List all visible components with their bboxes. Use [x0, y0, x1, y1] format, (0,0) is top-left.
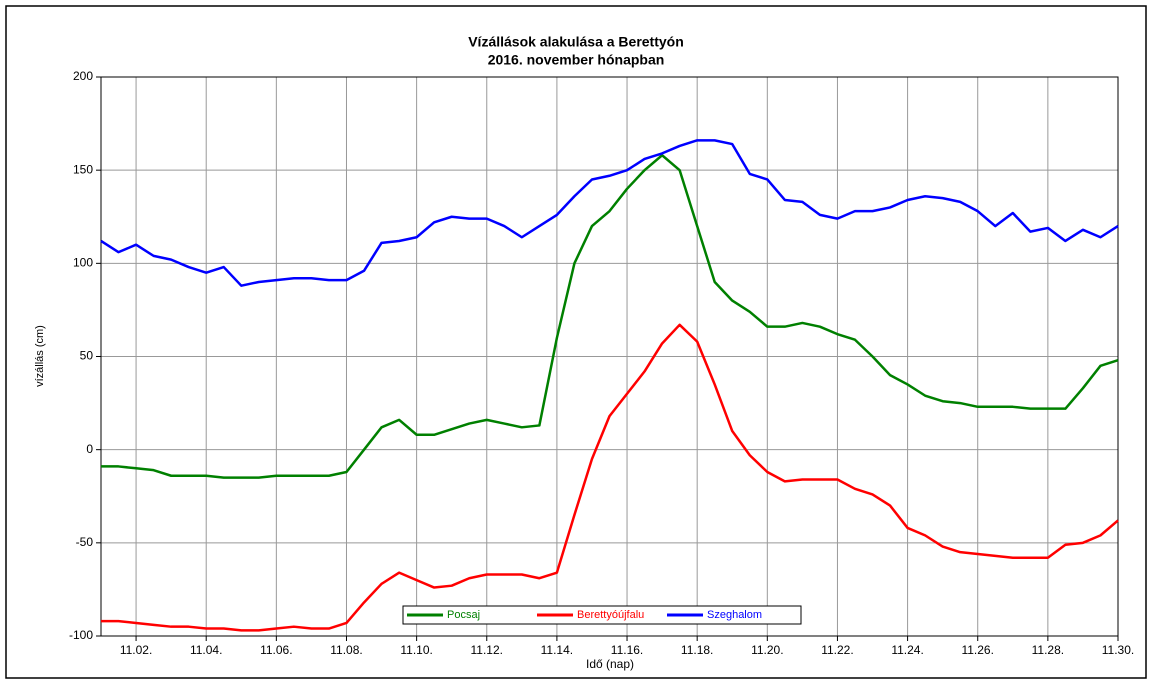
x-tick-label: 11.12. — [471, 643, 503, 657]
x-tick-label: 11.24. — [891, 643, 923, 657]
line-series — [101, 154, 1119, 479]
y-axis-label: vízállás (cm) — [34, 325, 46, 387]
x-tick-label: 11.02. — [120, 643, 152, 657]
x-tick-label: 11.14. — [541, 643, 573, 657]
legend-box — [402, 605, 802, 625]
x-tick-label: 11.26. — [961, 643, 993, 657]
chart-subtitle: 2016. november hónapban — [488, 52, 665, 68]
x-tick-label: 11.30. — [1102, 643, 1134, 657]
x-tick-label: 11.08. — [330, 643, 362, 657]
line-series — [101, 323, 1119, 632]
line-series — [100, 139, 1119, 287]
y-tick-label: -100 — [69, 628, 93, 642]
y-tick-label: 200 — [73, 69, 93, 83]
legend-label: Berettyóújfalu — [577, 609, 644, 621]
x-axis-label: Idő (nap) — [586, 657, 634, 671]
x-tick-label: 11.06. — [260, 643, 292, 657]
plot-frame — [100, 76, 1119, 637]
x-tick-label: 11.10. — [400, 643, 432, 657]
chart-title: Vízállások alakulása a Berettyón — [468, 34, 684, 50]
x-tick-label: 11.18. — [681, 643, 713, 657]
y-tick-label: 150 — [73, 162, 93, 176]
y-tick-label: -50 — [76, 535, 94, 549]
y-tick-label: 100 — [73, 256, 93, 270]
x-tick-label: 11.28. — [1032, 643, 1064, 657]
x-tick-label: 11.16. — [611, 643, 643, 657]
legend-label: Szeghalom — [707, 609, 762, 621]
x-tick-label: 11.04. — [190, 643, 222, 657]
y-tick-label: 0 — [86, 442, 93, 456]
legend-label: Pocsaj — [447, 609, 480, 621]
x-tick-label: 11.22. — [821, 643, 853, 657]
x-tick-label: 11.20. — [751, 643, 783, 657]
y-tick-label: 50 — [80, 349, 94, 363]
